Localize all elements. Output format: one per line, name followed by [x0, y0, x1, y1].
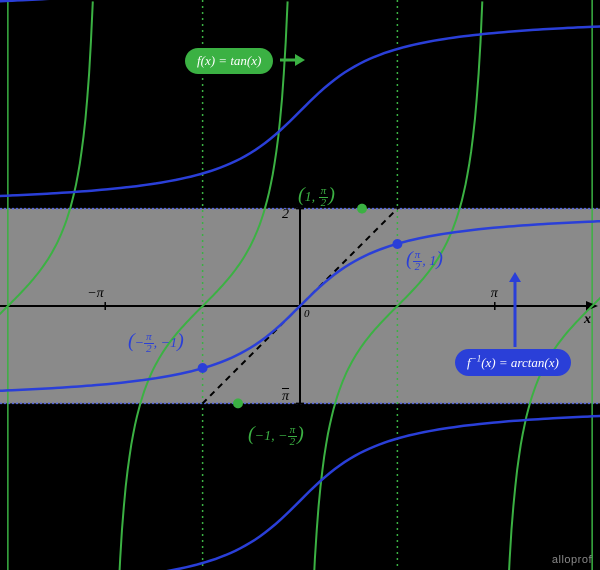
tan-function-label: f(x) = tan(x) [185, 48, 273, 74]
point-label-neg-pi2-neg1: (−π2, −1) [128, 330, 184, 355]
origin-label: 0 [304, 308, 310, 320]
x-tick-neg-pi: −π [87, 286, 103, 302]
chart-container: f(x) = tan(x) f−1(x) = arctan(x) (1, π2)… [0, 0, 600, 570]
x-axis-label: x [584, 312, 591, 328]
y-tick-neg-pi-over-2: π [282, 389, 289, 405]
point-label-pi2-1: (π2, 1) [406, 248, 443, 273]
plot-svg [0, 0, 600, 570]
watermark: alloprof [552, 554, 592, 566]
point-label-neg1-neg-pi2: (−1, −π2) [248, 423, 304, 448]
arctan-function-label: f−1(x) = arctan(x) [455, 349, 571, 376]
point-label-1-pi2: (1, π2) [298, 184, 335, 209]
y-tick-pi-over-2: 2 [282, 207, 289, 223]
arctan-function-text: f−1(x) = arctan(x) [467, 355, 559, 370]
x-tick-pi: π [491, 286, 498, 302]
tan-function-text: f(x) = tan(x) [197, 53, 261, 68]
